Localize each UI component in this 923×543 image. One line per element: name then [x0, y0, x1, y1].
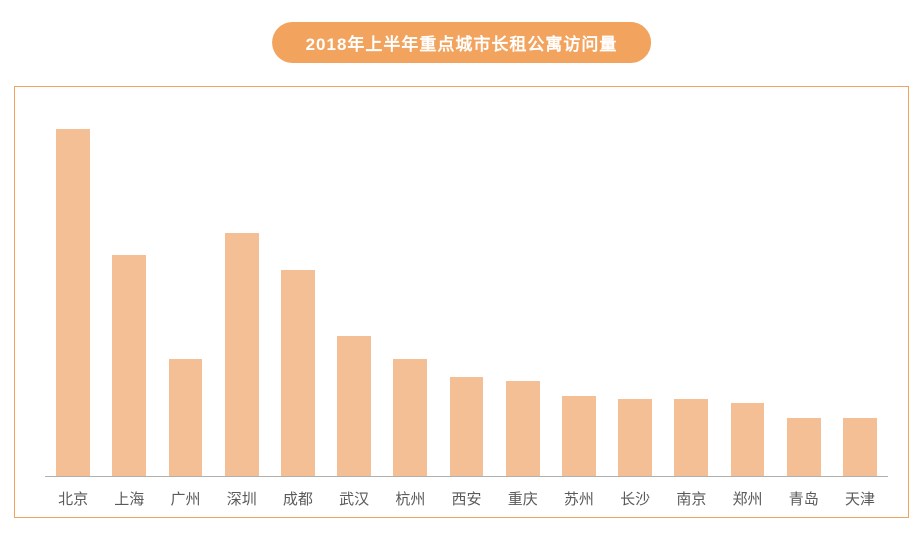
bar	[618, 399, 652, 477]
bar-slot	[607, 107, 663, 477]
x-axis-label: 上海	[101, 488, 157, 509]
bar	[337, 336, 371, 477]
x-axis-label: 西安	[438, 488, 494, 509]
x-axis-label: 杭州	[382, 488, 438, 509]
x-axis-label: 深圳	[214, 488, 270, 509]
bar	[225, 233, 259, 477]
x-axis-label: 北京	[45, 488, 101, 509]
bar	[506, 381, 540, 477]
x-axis-label: 长沙	[607, 488, 663, 509]
x-axis-label: 苏州	[551, 488, 607, 509]
x-axis-label: 郑州	[719, 488, 775, 509]
plot-area	[45, 107, 888, 477]
bar-slot	[776, 107, 832, 477]
bar-slot	[214, 107, 270, 477]
bar	[112, 255, 146, 477]
x-axis-label: 南京	[663, 488, 719, 509]
bar	[787, 418, 821, 477]
bar-slot	[438, 107, 494, 477]
bar	[450, 377, 484, 477]
bar-slot	[382, 107, 438, 477]
chart-title: 2018年上半年重点城市长租公寓访问量	[272, 22, 652, 63]
bar-slot	[326, 107, 382, 477]
bar	[169, 359, 203, 477]
x-axis-label: 重庆	[495, 488, 551, 509]
bar	[674, 399, 708, 477]
x-axis-label: 武汉	[326, 488, 382, 509]
bar-slot	[495, 107, 551, 477]
bar-slot	[45, 107, 101, 477]
x-axis-label: 青岛	[776, 488, 832, 509]
bar	[562, 396, 596, 477]
bar-slot	[719, 107, 775, 477]
x-axis-label: 广州	[157, 488, 213, 509]
chart-frame: 北京上海广州深圳成都武汉杭州西安重庆苏州长沙南京郑州青岛天津	[14, 86, 909, 518]
bar-slot	[663, 107, 719, 477]
x-axis-label: 天津	[832, 488, 888, 509]
x-axis-label: 成都	[270, 488, 326, 509]
bar	[731, 403, 765, 477]
bar-slot	[551, 107, 607, 477]
bar-slot	[270, 107, 326, 477]
bar	[56, 129, 90, 477]
bar	[281, 270, 315, 477]
bar-slot	[101, 107, 157, 477]
x-axis-labels: 北京上海广州深圳成都武汉杭州西安重庆苏州长沙南京郑州青岛天津	[45, 488, 888, 509]
bar	[393, 359, 427, 477]
x-axis-line	[45, 476, 888, 477]
bar-slot	[157, 107, 213, 477]
bar	[843, 418, 877, 477]
bar-slot	[832, 107, 888, 477]
